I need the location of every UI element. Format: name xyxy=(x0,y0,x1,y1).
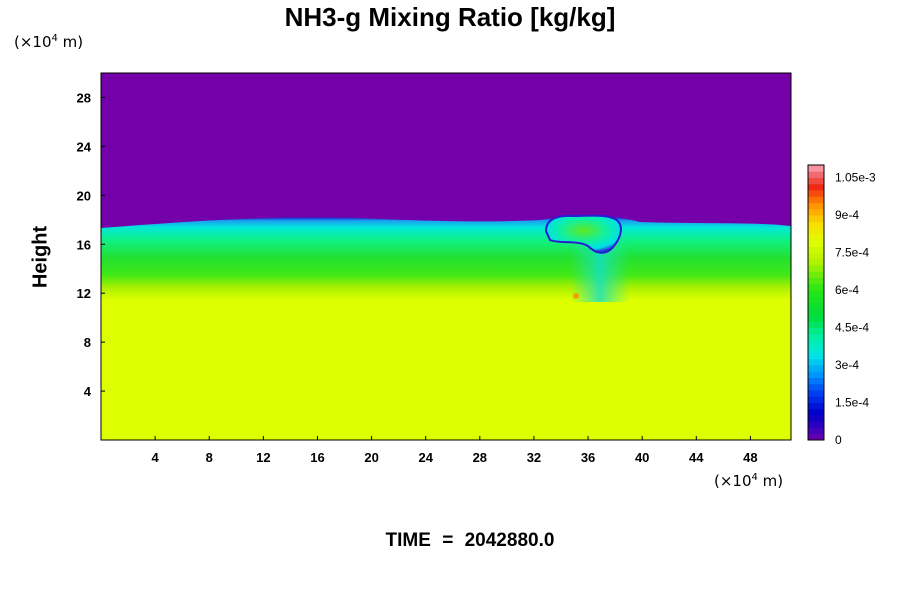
y-tick-label: 8 xyxy=(84,335,91,350)
colorbar-band xyxy=(808,408,824,416)
colorbar-tick-label: 4.5e-4 xyxy=(835,321,869,335)
x-tick-label: 28 xyxy=(473,450,487,465)
colorbar-band xyxy=(808,165,824,172)
colorbar-band xyxy=(808,358,824,366)
colorbar-band xyxy=(808,283,824,291)
plot-area xyxy=(101,73,791,440)
colorbar-band xyxy=(808,433,824,441)
colorbar-band xyxy=(808,202,824,210)
colorbar-band xyxy=(808,290,824,297)
colorbar-band xyxy=(808,365,824,372)
lower-region xyxy=(101,290,791,440)
colorbar-band xyxy=(808,377,824,385)
y-ticks: 4 8 12 16 20 24 28 xyxy=(77,90,105,399)
colorbar-band xyxy=(808,396,824,403)
y-tick-label: 20 xyxy=(77,188,91,203)
x-tick-label: 24 xyxy=(418,450,433,465)
y-tick-label: 4 xyxy=(84,384,92,399)
colorbar-band xyxy=(808,352,824,360)
y-tick-label: 24 xyxy=(77,139,92,154)
colorbar-band xyxy=(808,296,824,303)
colorbar-tick-label: 6e-4 xyxy=(835,283,859,297)
y-tick-label: 12 xyxy=(77,286,91,301)
colorbar-band xyxy=(808,196,824,203)
colorbar-band xyxy=(808,315,824,322)
colorbar-tick-label: 9e-4 xyxy=(835,208,859,222)
colorbar-band xyxy=(808,183,824,191)
transition-layer xyxy=(101,215,791,300)
colorbar-band xyxy=(808,246,824,253)
colorbar-band xyxy=(808,265,824,272)
x-tick-label: 32 xyxy=(527,450,541,465)
colorbar xyxy=(807,164,825,441)
colorbar-band xyxy=(808,177,824,185)
colorbar-labels: 0 1.5e-4 3e-4 4.5e-4 6e-4 7.5e-4 9e-4 1.05e-3 xyxy=(835,171,876,448)
time-equals: = xyxy=(442,530,454,551)
colorbar-band xyxy=(808,308,824,316)
colorbar-band xyxy=(808,171,824,178)
colorbar-tick-label: 1.05e-3 xyxy=(835,171,876,185)
colorbar-band xyxy=(808,227,824,235)
colorbar-band xyxy=(808,190,824,197)
colorbar-band xyxy=(808,390,824,397)
colorbar-band xyxy=(808,208,824,216)
colorbar-band xyxy=(808,383,824,391)
x-tick-label: 4 xyxy=(152,450,160,465)
colorbar-band xyxy=(808,258,824,266)
colorbar-tick-label: 3e-4 xyxy=(835,358,859,372)
x-tick-label: 40 xyxy=(635,450,649,465)
cloud-feature xyxy=(544,214,622,254)
colorbar-band xyxy=(808,340,824,347)
x-tick-label: 8 xyxy=(206,450,213,465)
colorbar-band xyxy=(808,302,824,310)
time-readout: TIME = 2042880.0 xyxy=(0,530,900,552)
x-tick-label: 44 xyxy=(689,450,704,465)
colorbar-band xyxy=(808,415,824,422)
colorbar-band xyxy=(808,371,824,378)
colorbar-band xyxy=(808,333,824,341)
colorbar-band xyxy=(808,402,824,410)
colorbar-band xyxy=(808,421,824,428)
x-tick-label: 12 xyxy=(256,450,270,465)
colorbar-band xyxy=(808,221,824,228)
colorbar-band xyxy=(808,240,824,247)
colorbar-band xyxy=(808,233,824,241)
colorbar-tick-label: 0 xyxy=(835,433,842,447)
x-unit-label: (×104 m) xyxy=(714,472,784,490)
time-value: 2042880.0 xyxy=(464,530,555,551)
colorbar-frame xyxy=(807,164,825,441)
x-ticks: 4 8 12 16 20 24 28 32 36 40 44 48 xyxy=(152,436,758,465)
x-tick-label: 20 xyxy=(364,450,378,465)
colorbar-band xyxy=(808,346,824,353)
colorbar-band xyxy=(808,321,824,328)
colorbar-band xyxy=(808,327,824,335)
x-tick-label: 48 xyxy=(743,450,757,465)
x-tick-label: 16 xyxy=(310,450,324,465)
colorbar-band xyxy=(808,252,824,260)
hot-spot xyxy=(573,293,579,299)
x-tick-label: 36 xyxy=(581,450,595,465)
time-label: TIME xyxy=(385,530,431,551)
colorbar-band xyxy=(808,277,824,285)
colorbar-tick-label: 1.5e-4 xyxy=(835,396,869,410)
colorbar-band xyxy=(808,271,824,278)
y-tick-label: 28 xyxy=(77,90,91,105)
y-tick-label: 16 xyxy=(77,237,91,252)
plot-frame xyxy=(100,72,792,441)
colorbar-band xyxy=(808,427,824,435)
chart-title: NH3-g Mixing Ratio [kg/kg] xyxy=(284,2,616,32)
y-unit-label: (×104 m) xyxy=(14,33,84,51)
colorbar-tick-label: 7.5e-4 xyxy=(835,246,869,260)
colorbar-band xyxy=(808,215,824,222)
